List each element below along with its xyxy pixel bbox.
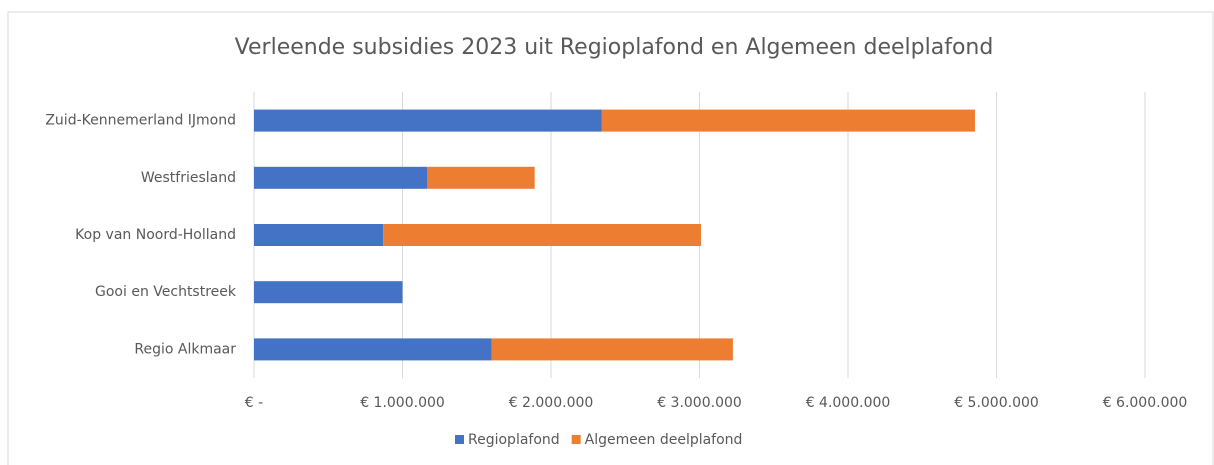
bar: [254, 224, 384, 246]
bar: [254, 109, 602, 132]
bar: [254, 281, 403, 304]
y-tick-label: Kop van Noord-Holland: [75, 227, 236, 243]
legend-swatch: [571, 435, 581, 444]
bar: [254, 166, 428, 189]
bar: [601, 109, 975, 132]
legend-swatch: [455, 435, 464, 444]
x-tick-label: € -: [245, 395, 263, 411]
x-tick-label: € 4.000.000: [806, 395, 891, 411]
x-tick-label: € 2.000.000: [509, 395, 594, 411]
y-tick-label: Westfriesland: [141, 170, 236, 186]
bar: [427, 166, 535, 189]
y-tick-label: Regio Alkmaar: [134, 341, 236, 357]
x-tick-label: € 6.000.000: [1103, 395, 1188, 411]
bar: [383, 224, 701, 246]
x-tick-label: € 3.000.000: [657, 395, 742, 411]
bar: [254, 338, 492, 361]
x-tick-label: € 1.000.000: [360, 395, 445, 411]
bar: [491, 338, 733, 361]
legend-label: Regioplafond: [468, 432, 560, 448]
y-tick-label: Zuid-Kennemerland IJmond: [45, 113, 236, 129]
chart-title: Verleende subsidies 2023 uit Regioplafon…: [235, 35, 994, 60]
x-tick-label: € 5.000.000: [954, 395, 1039, 411]
legend-label: Algemeen deelplafond: [585, 432, 743, 448]
y-tick-label: Gooi en Vechtstreek: [95, 284, 237, 300]
